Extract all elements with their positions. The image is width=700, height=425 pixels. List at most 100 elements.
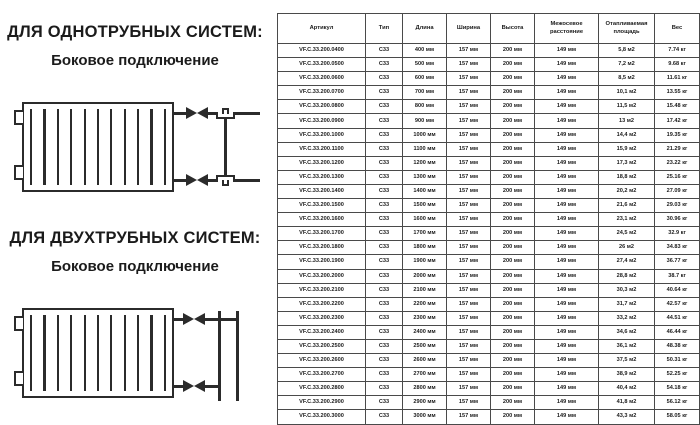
cell-width: 157 мм [446, 353, 491, 369]
cell-heated-area: 18,8 м2 [598, 169, 655, 185]
cell-heated-area: 40,4 м2 [598, 381, 655, 397]
cell-height: 200 мм [490, 71, 535, 87]
cell-width: 157 мм [446, 296, 491, 312]
cell-article: VF.C.33.200.2500 [277, 338, 366, 355]
cell-width: 157 мм [446, 57, 491, 73]
cell-article: VF.C.33.200.1600 [277, 212, 366, 228]
radiator-fin [123, 315, 126, 391]
cell-height: 200 мм [490, 240, 535, 256]
cell-heated-area: 13 м2 [598, 113, 655, 129]
table-row: VF.C.33.200.1000 C33 1000 мм 157 мм 200 мм 14… [277, 127, 700, 143]
cell-heated-area: 15,9 м2 [598, 141, 655, 157]
cell-type: C33 [365, 381, 403, 397]
pipe-bottom-return [234, 179, 260, 182]
radiator-fin [70, 315, 73, 391]
valve-top-icon [183, 313, 205, 326]
radiator-fin [43, 109, 46, 185]
cell-heated-area: 11,5 м2 [598, 99, 655, 115]
cell-type: C33 [365, 353, 403, 369]
cell-length: 1900 мм [402, 254, 447, 270]
radiator-fin [150, 315, 153, 391]
cell-center-distance: 149 мм [534, 310, 599, 326]
cell-height: 200 мм [490, 226, 535, 242]
cell-width: 157 мм [446, 310, 491, 326]
cell-width: 157 мм [446, 282, 491, 298]
cell-width: 157 мм [446, 367, 491, 383]
cell-heated-area: 38,9 м2 [598, 367, 655, 383]
table-row: VF.C.33.200.2200 C33 2200 мм 157 мм 200 мм 14… [277, 296, 700, 312]
table-row: VF.C.33.200.1700 C33 1700 мм 157 мм 200 мм 14… [277, 226, 700, 242]
one-pipe-section: ДЛЯ ОДНОТРУБНЫХ СИСТЕМ: Боковое подключе… [0, 22, 270, 70]
cell-width: 157 мм [446, 268, 491, 284]
cell-heated-area: 8,5 м2 [598, 71, 655, 87]
cell-center-distance: 149 мм [534, 395, 599, 411]
cell-type: C33 [365, 282, 403, 298]
bypass-riser-pipe [224, 118, 228, 176]
cell-center-distance: 149 мм [534, 113, 599, 129]
cell-center-distance: 149 мм [534, 268, 599, 284]
cell-article: VF.C.33.200.2300 [277, 310, 366, 326]
cell-article: VF.C.33.200.2800 [277, 381, 366, 397]
cell-center-distance: 149 мм [534, 353, 599, 369]
cell-type: C33 [365, 85, 403, 101]
table-row: VF.C.33.200.2900 C33 2900 мм 157 мм 200 мм 14… [277, 395, 700, 411]
cell-type: C33 [365, 268, 403, 284]
two-pipe-diagram [0, 305, 270, 401]
cell-type: C33 [365, 155, 403, 171]
cell-center-distance: 149 мм [534, 141, 599, 157]
cell-weight: 36.77 кг [654, 254, 700, 270]
cell-width: 157 мм [446, 127, 491, 143]
valve-bottom-icon [183, 380, 205, 393]
valve-triangle-right [197, 107, 208, 119]
table-row: VF.C.33.200.2800 C33 2800 мм 157 мм 200 мм 14… [277, 381, 700, 397]
cell-width: 157 мм [446, 183, 491, 200]
cell-type: C33 [365, 367, 403, 383]
cell-width: 157 мм [446, 155, 491, 171]
cell-heated-area: 20,2 м2 [598, 183, 655, 200]
cell-width: 157 мм [446, 71, 491, 87]
cell-center-distance: 149 мм [534, 183, 599, 200]
cell-height: 200 мм [490, 85, 535, 101]
pipe-bottom-to-riser [204, 385, 220, 388]
cell-center-distance: 149 мм [534, 324, 599, 340]
pipe-top-middle [207, 112, 218, 115]
cell-length: 2500 мм [402, 338, 447, 355]
table-row: VF.C.33.200.3000 C33 3000 мм 157 мм 200 мм 14… [277, 409, 700, 425]
table-row: VF.C.33.200.2600 C33 2600 мм 157 мм 200 мм 14… [277, 353, 700, 369]
table-header-row: Артикул Тип Длина Ширина Высота Межосево… [277, 13, 700, 44]
cell-weight: 30.96 кг [654, 212, 700, 228]
column-header-heated-area: Отапливаемая площадь [598, 13, 655, 44]
table-row: VF.C.33.200.2400 C33 2400 мм 157 мм 200 мм 14… [277, 324, 700, 340]
table-body: VF.C.33.200.0400 C33 400 мм 157 мм 200 мм 149… [277, 42, 700, 425]
cell-length: 1800 мм [402, 240, 447, 256]
cell-weight: 15.48 кг [654, 99, 700, 115]
cell-weight: 19.35 кг [654, 127, 700, 143]
cell-heated-area: 7,2 м2 [598, 57, 655, 73]
cell-article: VF.C.33.200.0800 [277, 99, 366, 115]
cell-weight: 21.29 кг [654, 141, 700, 157]
cell-length: 2900 мм [402, 395, 447, 411]
cell-height: 200 мм [490, 183, 535, 200]
one-pipe-heading: ДЛЯ ОДНОТРУБНЫХ СИСТЕМ: [7, 23, 263, 41]
cell-height: 200 мм [490, 282, 535, 298]
cell-weight: 25.16 кг [654, 169, 700, 185]
cell-type: C33 [365, 324, 403, 340]
cell-width: 157 мм [446, 141, 491, 157]
two-pipe-section: ДЛЯ ДВУХТРУБНЫХ СИСТЕМ: Боковое подключе… [0, 228, 270, 276]
cell-height: 200 мм [490, 113, 535, 129]
valve-triangle-left [183, 313, 194, 325]
one-pipe-diagram [0, 99, 270, 195]
tee-stem [222, 180, 229, 186]
cell-length: 400 мм [402, 42, 447, 59]
cell-center-distance: 149 мм [534, 85, 599, 101]
cell-article: VF.C.33.200.1100 [277, 141, 366, 157]
cell-type: C33 [365, 42, 403, 59]
cell-article: VF.C.33.200.2600 [277, 353, 366, 369]
cell-weight: 54.18 кг [654, 381, 700, 397]
table-row: VF.C.33.200.2500 C33 2500 мм 157 мм 200 мм 14… [277, 338, 700, 355]
cell-article: VF.C.33.200.2100 [277, 282, 366, 298]
cell-weight: 17.42 кг [654, 113, 700, 129]
cell-width: 157 мм [446, 409, 491, 425]
cell-type: C33 [365, 254, 403, 270]
cell-width: 157 мм [446, 395, 491, 411]
